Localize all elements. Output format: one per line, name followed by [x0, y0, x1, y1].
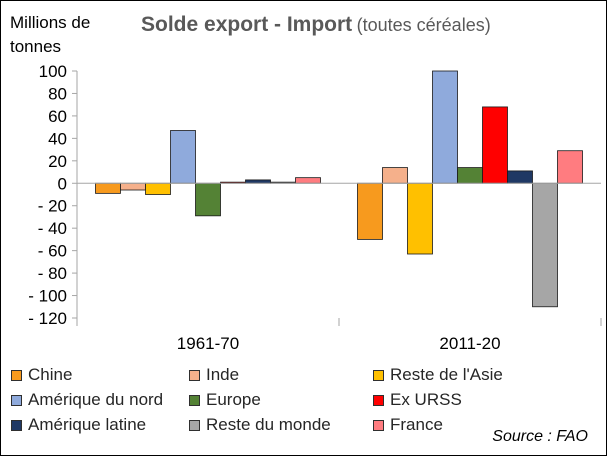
legend-item: Inde — [189, 363, 239, 387]
category-label: 2011-20 — [439, 334, 500, 353]
y-tick-label: - 60 — [38, 242, 67, 261]
chart-title-block: Solde export - Import (toutes céréales) — [141, 13, 491, 37]
bar-am-rique-latine-1961-70 — [245, 179, 271, 184]
legend-item: Chine — [11, 363, 72, 387]
legend-swatch — [373, 394, 384, 406]
legend-label: Chine — [28, 365, 73, 384]
legend-label: Europe — [206, 390, 261, 409]
bar-chine-2011-20 — [357, 182, 383, 240]
bar-inde-2011-20 — [382, 167, 408, 184]
legend-label: Reste du monde — [206, 415, 331, 434]
y-tick-label: - 20 — [38, 197, 67, 216]
chart-subtitle: (toutes céréales) — [356, 15, 491, 35]
y-tick-label: 60 — [48, 107, 67, 126]
legend-item: Amérique du nord — [11, 388, 163, 412]
legend-swatch — [11, 369, 22, 381]
bar-reste-de-l-asie-1961-70 — [145, 182, 171, 195]
legend-label: France — [390, 415, 443, 434]
legend-item: Amérique latine — [11, 413, 146, 437]
bar-am-rique-latine-2011-20 — [507, 170, 533, 184]
legend-item: Reste du monde — [189, 413, 331, 437]
chart-title: Solde export - Import — [141, 13, 353, 36]
y-axis-title: Millions de tonnes — [10, 13, 91, 56]
y-tick-label: 100 — [39, 62, 67, 81]
bar-reste-de-l-asie-2011-20 — [407, 182, 433, 255]
bar-am-rique-du-nord-1961-70 — [170, 130, 196, 184]
legend: Chine Inde Reste de l'Asie Amérique du nord… — [11, 363, 601, 443]
legend-swatch — [11, 419, 22, 431]
legend-swatch — [11, 394, 22, 406]
legend-swatch — [373, 419, 384, 431]
bar-reste-du-monde-2011-20 — [532, 182, 558, 308]
y-tick-label: 0 — [58, 174, 67, 193]
legend-item: Ex URSS — [373, 388, 462, 412]
y-tick-label: - 120 — [28, 309, 67, 328]
legend-label: Ex URSS — [390, 390, 462, 409]
bar-ex-urss-2011-20 — [482, 106, 508, 184]
legend-label: Inde — [206, 365, 240, 384]
bar-chine-1961-70 — [95, 182, 121, 194]
legend-item: Reste de l'Asie — [373, 363, 503, 387]
y-tick-label: 80 — [48, 84, 67, 103]
y-tick-label: 40 — [48, 129, 67, 148]
bar-am-rique-du-nord-2011-20 — [432, 70, 458, 184]
y-tick-label: 20 — [48, 152, 67, 171]
legend-label: Reste de l'Asie — [390, 365, 503, 384]
legend-swatch — [189, 419, 200, 431]
legend-swatch — [189, 369, 200, 381]
y-tick-label: - 100 — [28, 287, 67, 306]
y-tick-label: - 40 — [38, 219, 67, 238]
legend-label: Amérique latine — [28, 415, 147, 434]
bar-europe-1961-70 — [195, 182, 221, 217]
bar-inde-1961-70 — [120, 182, 146, 191]
legend-label: Amérique du nord — [28, 390, 164, 409]
bar-europe-2011-20 — [457, 167, 483, 184]
category-label: 1961-70 — [177, 334, 239, 353]
legend-item: France — [373, 413, 443, 437]
y-tick-label: - 80 — [38, 264, 67, 283]
legend-item: Europe — [189, 388, 261, 412]
bar-france-1961-70 — [295, 177, 321, 184]
source-note: Source : FAO — [492, 428, 588, 445]
bar-france-2011-20 — [557, 150, 583, 184]
legend-swatch — [189, 394, 200, 406]
legend-swatch — [373, 369, 384, 381]
